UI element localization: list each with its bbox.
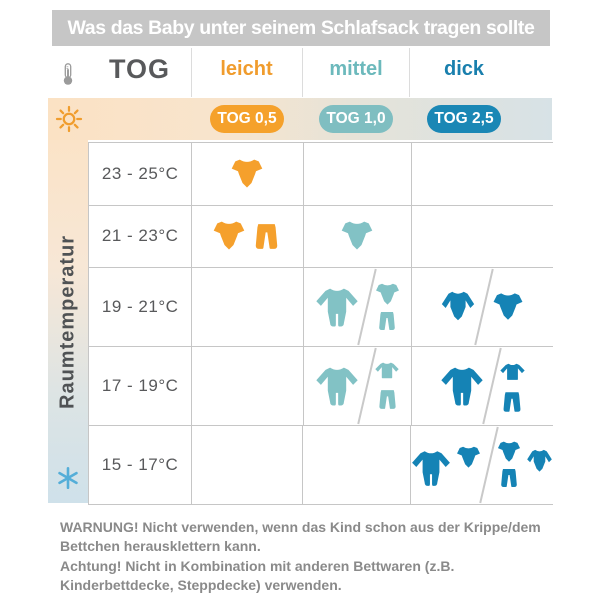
room-temperature-label: Raumtemperatur bbox=[56, 234, 79, 409]
column-header-dick: dick bbox=[443, 58, 485, 80]
page-title: Was das Baby unter seinem Schlafsack tra… bbox=[67, 16, 535, 39]
warning-text: WARNUNG! Nicht verwenden, wenn das Kind … bbox=[60, 518, 565, 595]
garment-icon-pants bbox=[250, 220, 283, 253]
cell-dick bbox=[412, 206, 553, 268]
cell-mittel bbox=[304, 268, 412, 346]
cell-dick bbox=[412, 143, 553, 205]
warning-line-2: Achtung! Nicht in Kombination mit andere… bbox=[60, 557, 455, 593]
garment-icon-overall bbox=[314, 284, 360, 330]
cell-leicht bbox=[192, 205, 304, 267]
column-header-leicht: leicht bbox=[220, 58, 273, 80]
cell-leicht bbox=[192, 426, 304, 504]
garment-icon-overall bbox=[314, 363, 360, 409]
thermometer-icon bbox=[63, 63, 73, 85]
garment-icon-body bbox=[211, 218, 247, 254]
garment-stack bbox=[374, 360, 400, 412]
header-row: TOG leicht mittel dick bbox=[48, 46, 552, 98]
cell-dick bbox=[412, 347, 553, 425]
sun-icon bbox=[55, 105, 83, 133]
garment-icon-shirt bbox=[499, 361, 526, 388]
garment-icon-body bbox=[339, 218, 375, 254]
cell-mittel bbox=[304, 347, 412, 425]
garment-icon-overall bbox=[439, 363, 485, 409]
garment-icon-overall bbox=[410, 447, 452, 489]
cell-mittel bbox=[304, 143, 412, 205]
garment-stack bbox=[499, 361, 526, 415]
tog-gradient-band: TOG 0,5 TOG 1,0 TOG 2,5 bbox=[48, 98, 552, 140]
cell-dick bbox=[412, 268, 553, 346]
garment-stack bbox=[374, 281, 401, 333]
badge-tog-05: TOG 0,5 bbox=[210, 105, 284, 133]
title-bar: Was das Baby unter seinem Schlafsack tra… bbox=[52, 10, 550, 46]
table-row: 21 - 23°C bbox=[89, 204, 553, 268]
garment-icon-body bbox=[374, 281, 401, 308]
garment-icon-pants bbox=[499, 389, 525, 415]
clothing-table: 23 - 25°C 21 - 23°C 19 - 21°C 17 - 19°C 15 -… bbox=[88, 142, 553, 505]
tog-label: TOG bbox=[108, 54, 170, 84]
cell-mittel bbox=[303, 426, 412, 504]
garment-icon-pants bbox=[497, 466, 521, 490]
badge-tog-25: TOG 2,5 bbox=[427, 105, 501, 133]
garment-icon-shirt bbox=[374, 360, 400, 386]
garment-icon-longbody bbox=[439, 288, 477, 326]
garment-icon-body bbox=[455, 444, 482, 471]
header-divider bbox=[409, 48, 410, 97]
header-divider bbox=[191, 48, 192, 97]
garment-icon-body bbox=[496, 439, 522, 465]
temperature-cell: 21 - 23°C bbox=[89, 205, 193, 267]
table-row: 23 - 25°C bbox=[89, 143, 553, 205]
cell-dick bbox=[411, 426, 553, 504]
room-temperature-sidebar: Raumtemperatur bbox=[48, 140, 88, 503]
garment-icon-longbody bbox=[525, 447, 554, 476]
table-row: 15 - 17°C bbox=[89, 425, 553, 504]
snowflake-icon bbox=[58, 466, 78, 490]
cell-leicht bbox=[192, 347, 304, 425]
cell-leicht bbox=[192, 268, 304, 346]
header-divider bbox=[302, 48, 303, 97]
cell-leicht bbox=[192, 143, 304, 205]
table-row: 19 - 21°C bbox=[89, 267, 553, 346]
table-row: 17 - 19°C bbox=[89, 346, 553, 425]
badge-tog-10: TOG 1,0 bbox=[319, 105, 393, 133]
garment-icon-pants bbox=[375, 309, 399, 333]
temperature-cell: 17 - 19°C bbox=[89, 347, 193, 425]
garment-icon-body bbox=[491, 290, 525, 324]
warning-line-1: WARNUNG! Nicht verwenden, wenn das Kind … bbox=[60, 519, 541, 555]
garment-icon-pants bbox=[375, 387, 400, 412]
temperature-cell: 23 - 25°C bbox=[89, 143, 193, 205]
column-header-mittel: mittel bbox=[329, 58, 383, 80]
cell-mittel bbox=[304, 205, 412, 267]
temperature-cell: 15 - 17°C bbox=[89, 426, 193, 504]
garment-icon-body bbox=[229, 156, 265, 192]
garment-stack bbox=[496, 439, 522, 490]
temperature-cell: 19 - 21°C bbox=[89, 268, 193, 346]
